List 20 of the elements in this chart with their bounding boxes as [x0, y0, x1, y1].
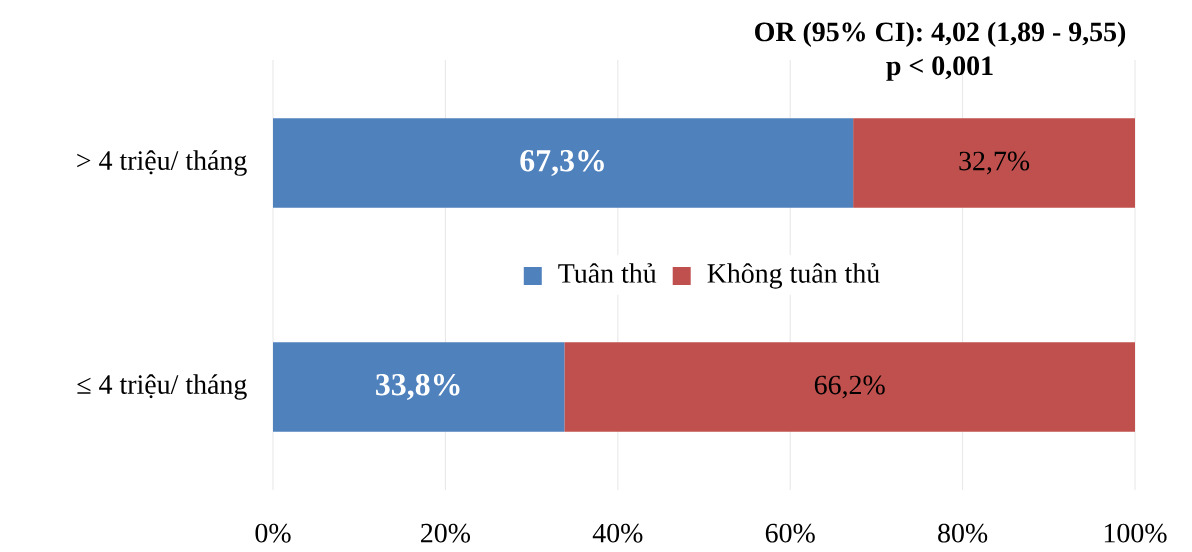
bar: [853, 118, 1136, 208]
legend-label: Không tuân thủ: [707, 263, 880, 289]
bar: [273, 118, 854, 208]
annotation: p < 0,001: [886, 56, 993, 81]
x-tick-label: 40%: [592, 523, 643, 543]
data-label: 32,7%: [959, 151, 1030, 175]
data-label: 67,3%: [520, 149, 604, 177]
x-tick-label: 20%: [421, 523, 471, 543]
legend-label: Tuân thủ: [558, 263, 657, 283]
data-label: 33,8%: [376, 373, 460, 401]
bar: [564, 342, 1136, 432]
bar: [273, 342, 565, 432]
data-label: 66,2%: [814, 375, 885, 399]
x-tick-label: 100%: [1104, 523, 1167, 543]
text: OR (95% CI): 4,02 (1,89 - 9,55): [755, 21, 1126, 47]
y-tick-label: ≤ 4 triệu/ tháng: [77, 374, 247, 400]
x-tick-label: 80%: [938, 523, 988, 543]
y-tick-label: > 4 triệu/ tháng: [77, 150, 247, 176]
x-tick-label: 0%: [255, 523, 291, 543]
x-tick-label: 60%: [765, 523, 815, 543]
